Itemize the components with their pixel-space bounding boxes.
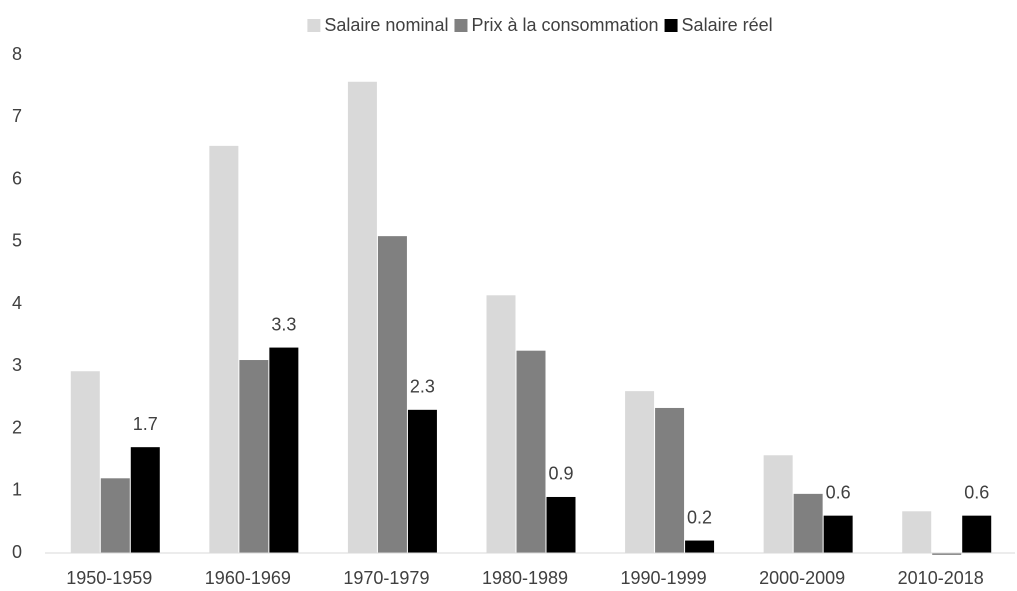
legend-swatch xyxy=(454,19,468,32)
x-tick-label: 1990-1999 xyxy=(621,568,707,588)
x-tick-label: 2000-2009 xyxy=(759,568,845,588)
bar xyxy=(932,553,962,555)
y-tick-label: 6 xyxy=(12,168,22,188)
bar xyxy=(130,447,160,553)
bar xyxy=(546,496,576,553)
y-tick-label: 7 xyxy=(12,106,22,126)
legend-swatch xyxy=(307,19,321,32)
bar xyxy=(239,360,269,553)
data-label: 0.9 xyxy=(548,464,573,484)
bar xyxy=(209,145,239,553)
bar xyxy=(377,236,407,553)
y-tick-label: 1 xyxy=(12,480,22,500)
legend-label: Prix à la consommation xyxy=(471,15,658,35)
legend-label: Salaire nominal xyxy=(324,15,448,35)
bar xyxy=(407,409,437,553)
y-tick-label: 0 xyxy=(12,542,22,562)
y-tick-label: 5 xyxy=(12,231,22,251)
bar xyxy=(486,295,516,553)
y-tick-label: 8 xyxy=(12,44,22,64)
data-label: 2.3 xyxy=(410,377,435,397)
bar xyxy=(793,493,823,553)
data-label: 0.2 xyxy=(687,507,712,527)
bar xyxy=(100,478,130,553)
legend-swatch xyxy=(664,19,678,32)
x-tick-label: 1980-1989 xyxy=(482,568,568,588)
x-tick-label: 2010-2018 xyxy=(898,568,984,588)
bar xyxy=(347,81,377,553)
bar xyxy=(823,515,853,553)
bar xyxy=(763,455,793,553)
bar xyxy=(685,540,715,553)
data-label: 3.3 xyxy=(271,314,296,334)
data-label: 0.6 xyxy=(964,482,989,502)
bar xyxy=(516,350,546,553)
x-tick-label: 1950-1959 xyxy=(66,568,152,588)
bar xyxy=(962,515,992,553)
bar xyxy=(70,371,100,553)
data-label: 1.7 xyxy=(133,414,158,434)
bar xyxy=(902,511,932,553)
y-tick-label: 4 xyxy=(12,293,22,313)
y-tick-label: 2 xyxy=(12,417,22,437)
bar xyxy=(625,391,655,553)
bar xyxy=(269,347,299,553)
y-tick-label: 3 xyxy=(12,355,22,375)
bar xyxy=(655,407,685,553)
x-tick-label: 1970-1979 xyxy=(343,568,429,588)
x-tick-label: 1960-1969 xyxy=(205,568,291,588)
data-label: 0.6 xyxy=(826,482,851,502)
legend-label: Salaire réel xyxy=(682,15,773,35)
